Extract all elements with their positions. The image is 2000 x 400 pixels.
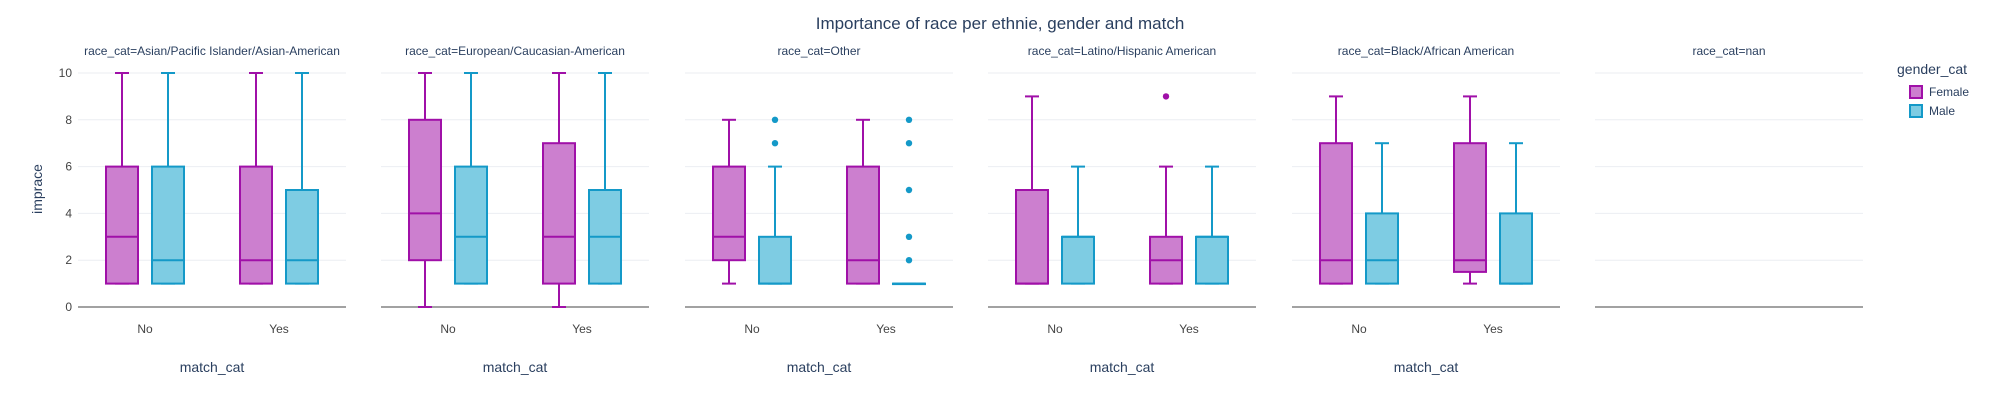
iqr-box <box>454 165 488 285</box>
box-male-yes <box>588 72 622 285</box>
outlier-point <box>1162 93 1170 100</box>
iqr-box <box>1319 142 1353 285</box>
x-tick-label: No <box>1351 322 1367 336</box>
box-male-no <box>454 72 488 285</box>
facet-panels: race_cat=Asian/Pacific Islander/Asian-Am… <box>59 44 1863 375</box>
box-female-no <box>1015 95 1049 285</box>
outlier-point <box>905 186 913 194</box>
x-tick-label: No <box>137 322 153 336</box>
box-female-yes <box>542 72 576 308</box>
facet-label: race_cat=European/Caucasian-American <box>405 44 625 58</box>
y-tick-label: 4 <box>65 206 72 220</box>
x-axis-label: match_cat <box>180 359 245 375</box>
legend-label: Female <box>1929 85 1969 99</box>
box-male-yes <box>285 72 319 285</box>
box-female-no <box>408 72 442 308</box>
x-axis-label: match_cat <box>483 359 548 375</box>
box-female-yes <box>1453 95 1487 285</box>
box-male-yes <box>1195 165 1229 285</box>
legend-swatch <box>1909 85 1923 99</box>
x-tick-label: Yes <box>876 322 896 336</box>
facet-label: race_cat=Latino/Hispanic American <box>1028 44 1216 58</box>
box-female-yes <box>1149 93 1183 285</box>
facet-label: race_cat=Other <box>777 44 860 58</box>
outlier-point <box>905 233 913 240</box>
iqr-box <box>408 118 442 262</box>
iqr-box <box>712 165 746 262</box>
facet-panel: race_cat=European/Caucasian-American No Ye… <box>381 44 649 375</box>
x-tick-label: No <box>744 322 760 336</box>
box-male-no <box>1365 142 1399 285</box>
iqr-box <box>105 165 139 285</box>
legend-label: Male <box>1929 104 1955 118</box>
box-female-yes <box>239 72 273 285</box>
chart-title: Importance of race per ethnie, gender an… <box>816 14 1185 33</box>
iqr-box <box>1453 142 1487 273</box>
outlier-point <box>771 116 779 124</box>
x-tick-label: Yes <box>1483 322 1503 336</box>
y-tick-label: 8 <box>65 113 72 127</box>
x-tick-label: Yes <box>1179 322 1199 336</box>
facet-panel: race_cat=Black/African American No Yes matc… <box>1292 44 1560 375</box>
x-axis-label: match_cat <box>787 359 852 375</box>
y-axis-label: imprace <box>29 164 45 214</box>
y-tick-label: 6 <box>65 160 72 174</box>
box-male-no <box>758 116 792 285</box>
iqr-box <box>285 189 319 285</box>
iqr-box <box>1365 212 1399 285</box>
outlier-point <box>771 140 779 147</box>
box-female-yes <box>846 118 880 285</box>
iqr-box <box>1061 235 1095 285</box>
legend-title: gender_cat <box>1897 61 1967 77</box>
facet-panel: race_cat=nan <box>1595 44 1863 308</box>
iqr-box <box>758 235 792 285</box>
legend-item-female[interactable]: Female <box>1909 85 1969 99</box>
y-tick-label: 0 <box>65 300 72 314</box>
box-female-no <box>1319 95 1353 285</box>
x-tick-label: Yes <box>572 322 592 336</box>
box-male-yes <box>892 116 926 286</box>
iqr-box <box>1195 235 1229 285</box>
iqr-box <box>1499 212 1533 285</box>
facet-panel: race_cat=Latino/Hispanic American No Yes ma… <box>988 44 1256 375</box>
iqr-box <box>239 165 273 285</box>
x-tick-label: No <box>1047 322 1063 336</box>
x-axis-label: match_cat <box>1090 359 1155 375</box>
legend-swatch <box>1909 104 1923 118</box>
box-female-no <box>712 118 746 285</box>
x-axis-label: match_cat <box>1394 359 1459 375</box>
iqr-box <box>1015 189 1049 285</box>
iqr-box <box>846 165 880 285</box>
facet-label: race_cat=nan <box>1692 44 1765 58</box>
facet-panel: race_cat=Other No Yes match_cat <box>685 44 953 375</box>
iqr-box <box>542 142 576 285</box>
outlier-point <box>905 140 913 147</box>
y-tick-label: 10 <box>59 66 73 80</box>
y-tick-label: 2 <box>65 253 72 267</box>
x-tick-label: Yes <box>269 322 289 336</box>
box-female-no <box>105 72 139 285</box>
facet-label: race_cat=Black/African American <box>1338 44 1514 58</box>
legend[interactable]: gender_cat Female Male <box>1897 61 1969 118</box>
box-male-yes <box>1499 142 1533 285</box>
x-tick-label: No <box>440 322 456 336</box>
facet-panel: race_cat=Asian/Pacific Islander/Asian-Am… <box>59 44 346 375</box>
outlier-point <box>905 257 913 264</box>
facet-label: race_cat=Asian/Pacific Islander/Asian-Am… <box>84 44 340 58</box>
legend-item-male[interactable]: Male <box>1909 104 1955 118</box>
iqr-box <box>151 165 185 285</box>
outlier-point <box>905 116 913 124</box>
box-male-no <box>151 72 185 285</box>
box-male-no <box>1061 165 1095 285</box>
